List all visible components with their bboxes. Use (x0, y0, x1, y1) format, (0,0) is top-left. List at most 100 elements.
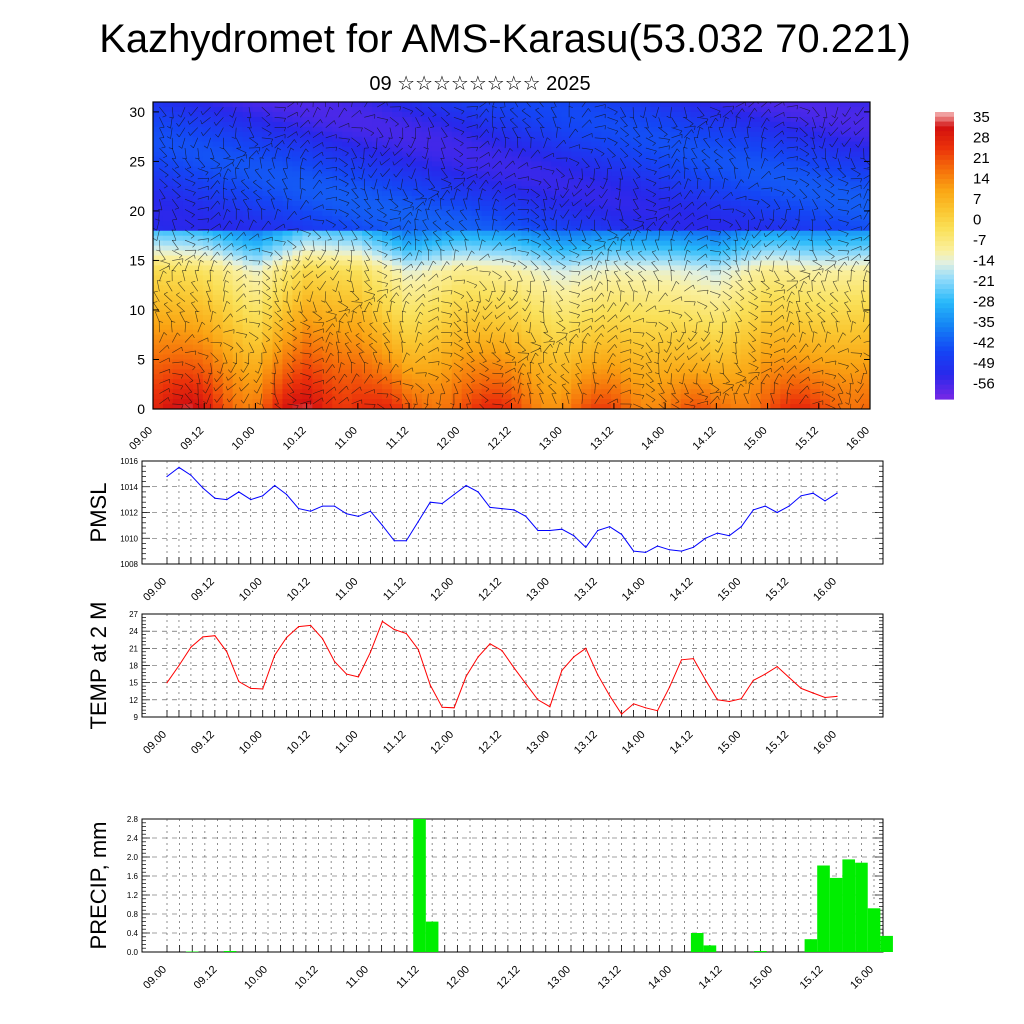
temperature-cell (740, 369, 752, 375)
temperature-cell (501, 166, 513, 172)
temperature-cell (601, 280, 612, 286)
temperature-cell (352, 186, 363, 192)
temperature-cell (720, 384, 732, 390)
temperature-cell (601, 394, 612, 400)
temperature-cell (352, 309, 363, 316)
temperature-cell (591, 121, 602, 128)
temperature-cell (800, 121, 811, 128)
temperature-cell (581, 295, 592, 301)
temperature-cell (800, 374, 811, 380)
temperature-cell (392, 245, 403, 252)
temperature-cell (481, 220, 493, 227)
temperature-cell (840, 225, 851, 232)
temperature-cell (621, 141, 632, 148)
temperature-cell (521, 334, 533, 341)
temperature-cell (621, 374, 632, 380)
temperature-cell (372, 324, 383, 331)
temperature-cell (531, 186, 542, 192)
temperature-cell (252, 260, 264, 266)
temperature-cell (790, 329, 801, 336)
temperature-cell (780, 255, 791, 262)
temperature-cell (700, 116, 712, 123)
temperature-cell (401, 285, 413, 291)
temperature-cell (640, 379, 652, 385)
temperature-cell (860, 210, 870, 217)
temperature-cell (292, 309, 303, 316)
wind-barb (236, 318, 247, 323)
temperature-cell (810, 116, 821, 123)
temperature-cell (332, 314, 343, 321)
wind-barb-flag (243, 232, 246, 237)
temperature-cell (252, 300, 264, 306)
temperature-cell (830, 339, 841, 346)
temperature-cell (481, 324, 493, 331)
temperature-cell (790, 369, 801, 375)
temperature-cell (650, 235, 662, 242)
temperature-cell (451, 349, 463, 356)
temperature-cell (431, 369, 443, 375)
temperature-cell (372, 215, 383, 222)
temperature-cell (282, 210, 294, 217)
temperature-cell (670, 305, 682, 311)
temperature-cell (770, 305, 781, 311)
temperature-cell (182, 334, 194, 341)
temperature-cell (611, 156, 622, 163)
temperature-cell (192, 285, 204, 291)
temperature-cell (760, 225, 772, 232)
temperature-cell (660, 215, 672, 222)
temperature-cell (401, 359, 413, 366)
temperature-cell (501, 201, 513, 207)
wind-barb-flag (266, 278, 270, 281)
wind-barb (210, 223, 220, 231)
temperature-cell (431, 176, 443, 182)
wind-barb-flag (239, 377, 242, 382)
temperature-cell (392, 186, 403, 192)
temperature-cell (252, 161, 264, 167)
temperature-cell (581, 309, 592, 316)
temperature-cell (421, 270, 433, 276)
temperature-cell (700, 210, 712, 217)
temperature-cell (352, 196, 363, 202)
temperature-cell (352, 344, 363, 351)
temperature-cell (153, 131, 164, 138)
temperature-cell (601, 309, 612, 316)
temperature-cell (342, 280, 353, 286)
temperature-cell (700, 245, 712, 252)
temperature-cell (760, 151, 772, 158)
temperature-cell (441, 399, 453, 405)
temperature-cell (481, 404, 493, 409)
temperature-cell (780, 196, 791, 202)
temperature-cell (531, 349, 542, 356)
temperature-cell (382, 349, 393, 356)
temperature-cell (471, 255, 483, 262)
wind-barb-flag (241, 189, 245, 192)
wind-barb-flag (270, 253, 273, 257)
temperature-cell (740, 384, 752, 390)
temperature-cell (521, 106, 533, 113)
temperature-cell (401, 146, 413, 153)
temperature-cell (431, 201, 443, 207)
temperature-cell (352, 379, 363, 385)
temperature-cell (551, 102, 562, 108)
temperature-cell (770, 141, 781, 148)
temperature-cell (421, 344, 433, 351)
temperature-cell (591, 369, 602, 375)
temperature-cell (670, 265, 682, 271)
temperature-cell (471, 384, 483, 390)
temperature-cell (292, 359, 303, 366)
temperature-cell (800, 126, 811, 133)
temperature-cell (352, 245, 363, 252)
temperature-cell (631, 131, 642, 138)
temperature-cell (362, 290, 373, 296)
temperature-cell (621, 220, 632, 227)
temperature-cell (740, 305, 752, 311)
temperature-cell (501, 245, 513, 252)
temperature-cell (511, 319, 523, 326)
wind-barb (189, 293, 199, 302)
temperature-cell (153, 171, 164, 177)
temperature-cell (680, 191, 692, 197)
temperature-cell (372, 285, 383, 291)
temperature-cell (710, 186, 722, 192)
temperature-cell (272, 369, 284, 375)
temperature-cell (571, 309, 582, 316)
